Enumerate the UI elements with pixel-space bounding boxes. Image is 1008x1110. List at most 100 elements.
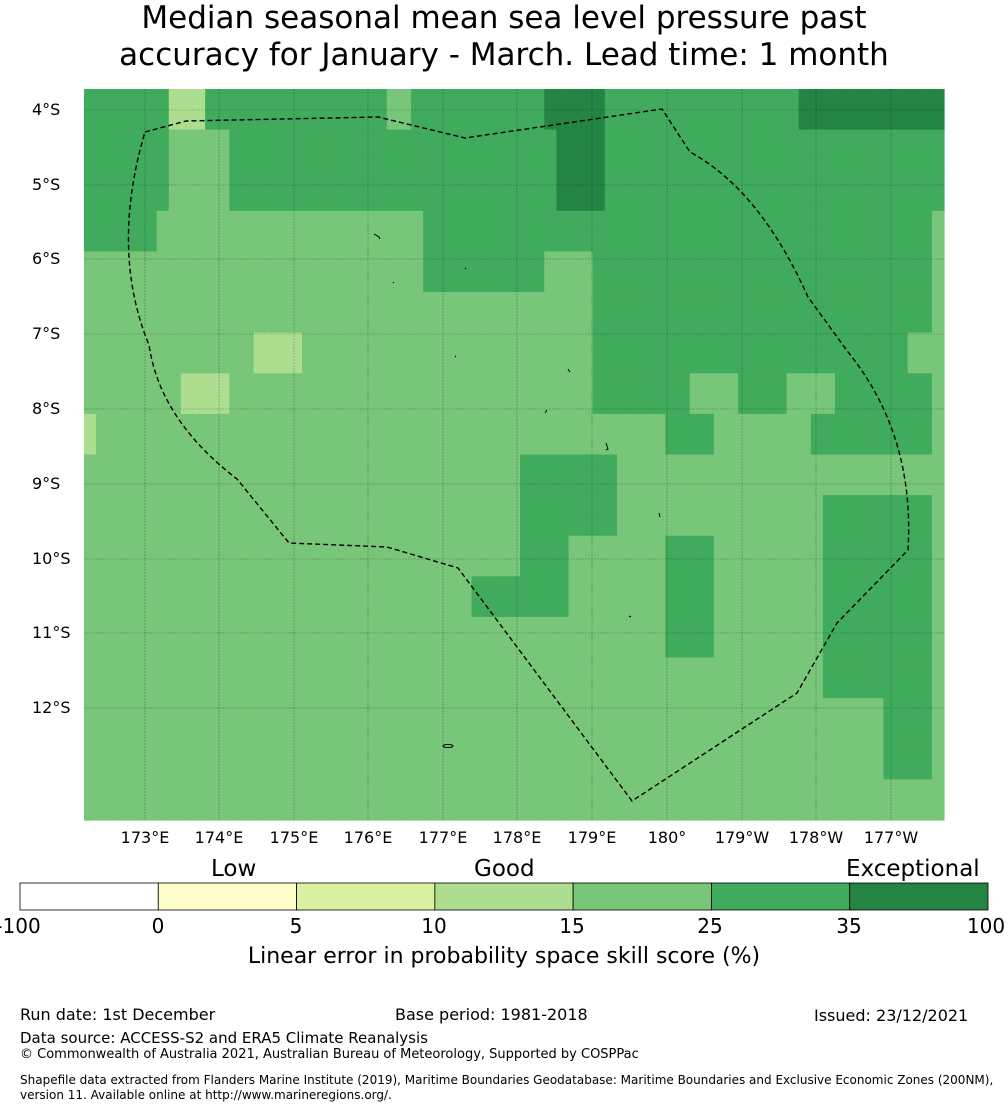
grid-cell — [544, 251, 557, 293]
grid-cell — [701, 332, 715, 374]
grid-cell — [144, 210, 158, 253]
grid-cell — [713, 535, 727, 577]
grid-cell — [205, 535, 218, 577]
grid-cell — [277, 373, 291, 415]
grid-cell — [447, 454, 461, 496]
grid-cell — [265, 170, 279, 212]
grid-cell — [677, 535, 691, 577]
grid-cell — [217, 698, 230, 740]
grid-cell — [641, 698, 654, 740]
grid-cell — [156, 454, 170, 496]
grid-cell — [205, 779, 218, 821]
grid-cell — [871, 210, 885, 253]
grid-cell — [895, 332, 909, 374]
grid-cell — [616, 535, 630, 577]
grid-cell — [253, 616, 267, 659]
grid-cell — [822, 373, 836, 415]
grid-cell — [289, 535, 303, 577]
grid-cell — [398, 779, 412, 821]
grid-cell — [435, 129, 448, 171]
grid-cell — [713, 495, 727, 537]
grid-cell — [774, 779, 788, 821]
grid-cell — [338, 576, 352, 618]
grid-cell — [810, 129, 824, 171]
grid-cell — [883, 89, 897, 131]
grid-cell — [435, 779, 448, 821]
grid-cell — [556, 738, 570, 780]
grid-cell — [120, 535, 134, 577]
grid-cell — [725, 129, 739, 171]
grid-cell — [738, 698, 751, 740]
grid-cell — [120, 170, 134, 212]
grid-cell — [326, 89, 339, 131]
grid-cell — [847, 413, 860, 456]
grid-cell — [314, 576, 327, 618]
grid-cell — [386, 495, 400, 537]
grid-cell — [568, 576, 582, 618]
grid-cell — [398, 373, 412, 415]
grid-cell — [762, 454, 776, 496]
grid-cell — [435, 210, 448, 253]
grid-cell — [168, 738, 182, 780]
grid-cell — [883, 779, 897, 821]
grid-cell — [544, 495, 557, 537]
grid-cell — [665, 535, 679, 577]
grid-cell — [302, 89, 315, 131]
grid-cell — [822, 657, 836, 699]
grid-cell — [253, 129, 267, 171]
grid-cell — [193, 779, 206, 821]
lon-label: 177°W — [863, 828, 919, 847]
grid-cell — [253, 89, 267, 131]
grid-cell — [495, 170, 509, 212]
grid-cell — [447, 738, 461, 780]
grid-cell — [96, 454, 109, 496]
grid-cell — [592, 616, 606, 659]
grid-cell — [762, 738, 776, 780]
grid-cell — [108, 779, 121, 821]
grid-cell — [471, 454, 485, 496]
grid-cell — [580, 373, 594, 415]
grid-cell — [592, 779, 606, 821]
grid-cell — [386, 251, 400, 293]
grid-cell — [556, 292, 570, 334]
grid-cell — [471, 413, 485, 456]
grid-cell — [495, 576, 509, 618]
grid-cell — [786, 657, 800, 699]
grid-cell — [277, 698, 291, 740]
grid-cell — [822, 495, 836, 537]
grid-cell — [241, 170, 255, 212]
grid-cell — [616, 616, 630, 659]
grid-cell — [907, 454, 921, 496]
grid-cell — [871, 413, 885, 456]
grid-cell — [786, 129, 800, 171]
grid-cell — [180, 738, 194, 780]
grid-cell — [750, 576, 763, 618]
grid-cell — [592, 576, 606, 618]
grid-cell — [556, 129, 570, 171]
grid-cell — [350, 738, 364, 780]
grid-cell — [241, 89, 255, 131]
grid-cell — [520, 129, 533, 171]
grid-cell — [762, 251, 776, 293]
grid-cell — [532, 292, 545, 334]
grid-cell — [253, 210, 267, 253]
grid-cell — [689, 251, 703, 293]
grid-cell — [616, 576, 630, 618]
grid-cell — [277, 576, 291, 618]
grid-cell — [302, 576, 315, 618]
grid-cell — [132, 89, 146, 131]
grid-cell — [314, 89, 327, 131]
grid-cell — [665, 616, 679, 659]
grid-cell — [144, 129, 158, 171]
grid-cell — [326, 454, 339, 496]
grid-cell — [701, 657, 715, 699]
grid-cell — [544, 616, 557, 659]
grid-cell — [653, 251, 667, 293]
grid-cell — [689, 89, 703, 131]
grid-cell — [871, 373, 885, 415]
grid-cell — [459, 454, 473, 496]
grid-cell — [350, 170, 364, 212]
grid-cell — [459, 332, 473, 374]
grid-cell — [386, 535, 400, 577]
